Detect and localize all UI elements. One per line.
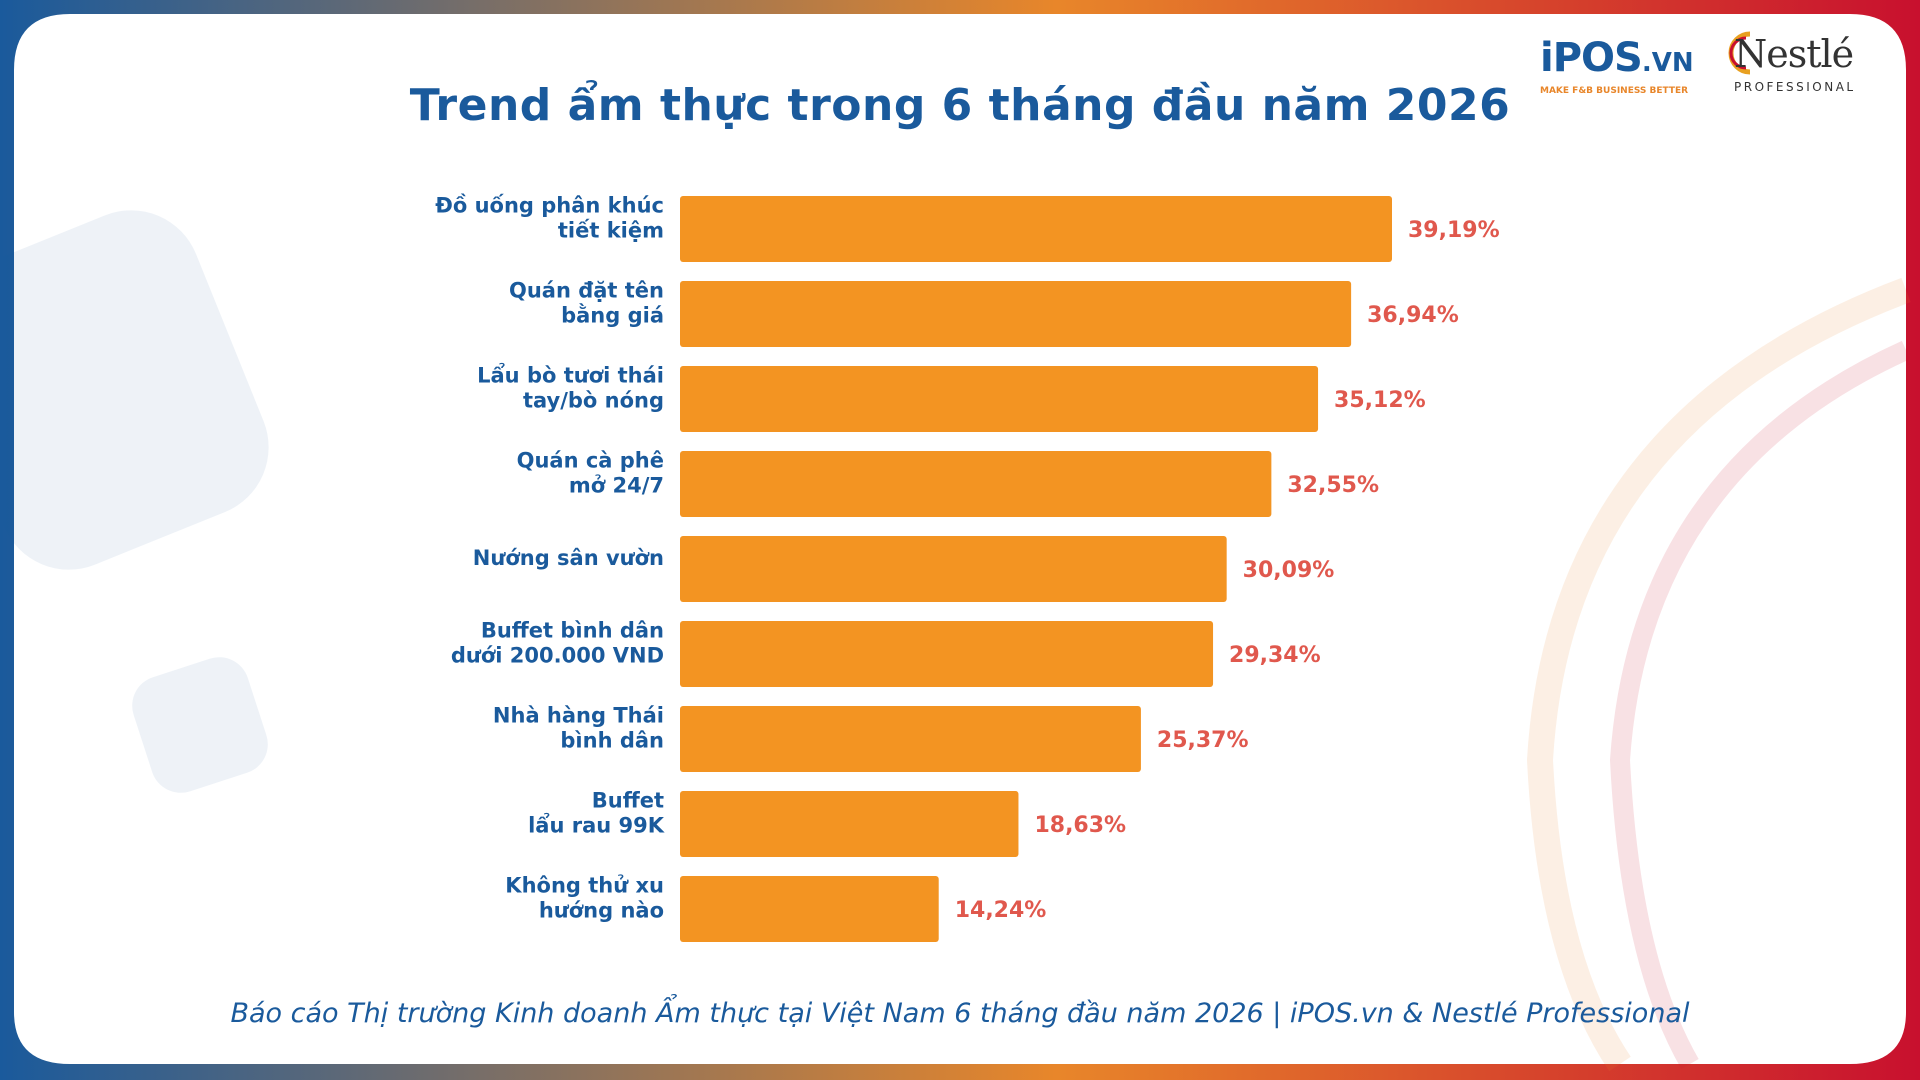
category-label: Buffet bình dân dưới 200.000 VND [451,619,664,668]
category-label-line: hướng nào [539,899,664,923]
category-label-line: Không thử xu [505,874,664,898]
background-shapes [0,210,269,793]
nestle-logo-wordmark: Nestlé [1734,32,1854,76]
category-label-line: lẩu rau 99K [528,813,665,838]
bar-row: 30,09% Nướng sân vườn [473,536,1335,602]
category-label-line: bằng giá [561,303,664,328]
bar-row: 35,12% Lẩu bò tươi thái tay/bò nóng [477,363,1426,432]
ipos-logo-main: iPOS [1540,35,1643,81]
bar-value-label: 14,24% [955,898,1047,923]
ipos-logo-tagline: MAKE F&B BUSINESS BETTER [1540,86,1689,96]
ipos-logo-suffix: .VN [1641,48,1694,78]
bar [680,876,939,942]
category-label: Nhà hàng Thái bình dân [493,704,664,753]
category-label-line: Nướng sân vườn [473,546,664,570]
category-label-line: mở 24/7 [569,474,664,498]
bar-row: 25,37% Nhà hàng Thái bình dân [493,704,1249,772]
bar-value-label: 32,55% [1287,473,1379,498]
category-label-line: Buffet [592,789,664,813]
category-label-line: tay/bò nóng [523,389,664,413]
bar-value-label: 39,19% [1408,218,1500,243]
category-label: Lẩu bò tươi thái tay/bò nóng [477,363,664,413]
bar-value-label: 29,34% [1229,643,1321,668]
category-label-line: tiết kiệm [558,219,664,243]
bar [680,536,1227,602]
category-label-line: dưới 200.000 VND [451,644,664,668]
bar [680,451,1272,517]
bar-row: 32,55% Quán cà phê mở 24/7 [517,449,1379,517]
category-label: Nướng sân vườn [473,546,664,570]
bar [680,791,1019,857]
bar [680,706,1141,772]
ipos-logo: iPOS.VN MAKE F&B BUSINESS BETTER [1540,36,1700,98]
bar [680,621,1214,687]
footer-caption: Báo cáo Thị trường Kinh doanh Ẩm thực tạ… [230,998,1690,1029]
background-arcs [1526,277,1911,1072]
category-label: Buffet lẩu rau 99K [528,789,665,838]
category-label-line: bình dân [560,729,664,753]
category-label-line: Nhà hàng Thái [493,704,664,728]
nestle-professional-logo: Nestlé PROFESSIONAL [1720,28,1870,98]
bar-value-label: 18,63% [1034,813,1126,838]
bar [680,196,1392,262]
category-label: Quán cà phê mở 24/7 [517,449,664,498]
bar-row: 36,94% Quán đặt tên bằng giá [509,279,1459,347]
bar-value-label: 25,37% [1157,728,1249,753]
category-label-line: Lẩu bò tươi thái [477,363,664,388]
category-label-line: Đồ uống phân khúc [435,194,664,218]
bar [680,366,1319,432]
ipos-logo-wordmark: iPOS.VN [1540,36,1700,85]
chart-title: Trend ẩm thực trong 6 tháng đầu năm 2026 [409,80,1511,131]
category-label: Không thử xu hướng nào [505,874,664,923]
bar-row: 18,63% Buffet lẩu rau 99K [528,789,1126,857]
bar-value-label: 30,09% [1243,558,1335,583]
bar-row: 14,24% Không thử xu hướng nào [505,874,1047,942]
bar [680,281,1352,347]
category-label-line: Quán đặt tên [509,279,664,303]
category-label: Đồ uống phân khúc tiết kiệm [435,194,664,243]
bar-value-label: 36,94% [1367,303,1459,328]
category-label: Quán đặt tên bằng giá [509,279,664,328]
category-label-line: Quán cà phê [517,449,664,473]
nestle-arc-icon [1728,31,1751,75]
bar-row: 29,34% Buffet bình dân dưới 200.000 VND [451,619,1321,687]
nestle-logo-subtitle: PROFESSIONAL [1734,80,1856,94]
bar-value-label: 35,12% [1334,388,1426,413]
category-label-line: Buffet bình dân [481,619,664,643]
bar-row: 39,19% Đồ uống phân khúc tiết kiệm [435,194,1500,262]
